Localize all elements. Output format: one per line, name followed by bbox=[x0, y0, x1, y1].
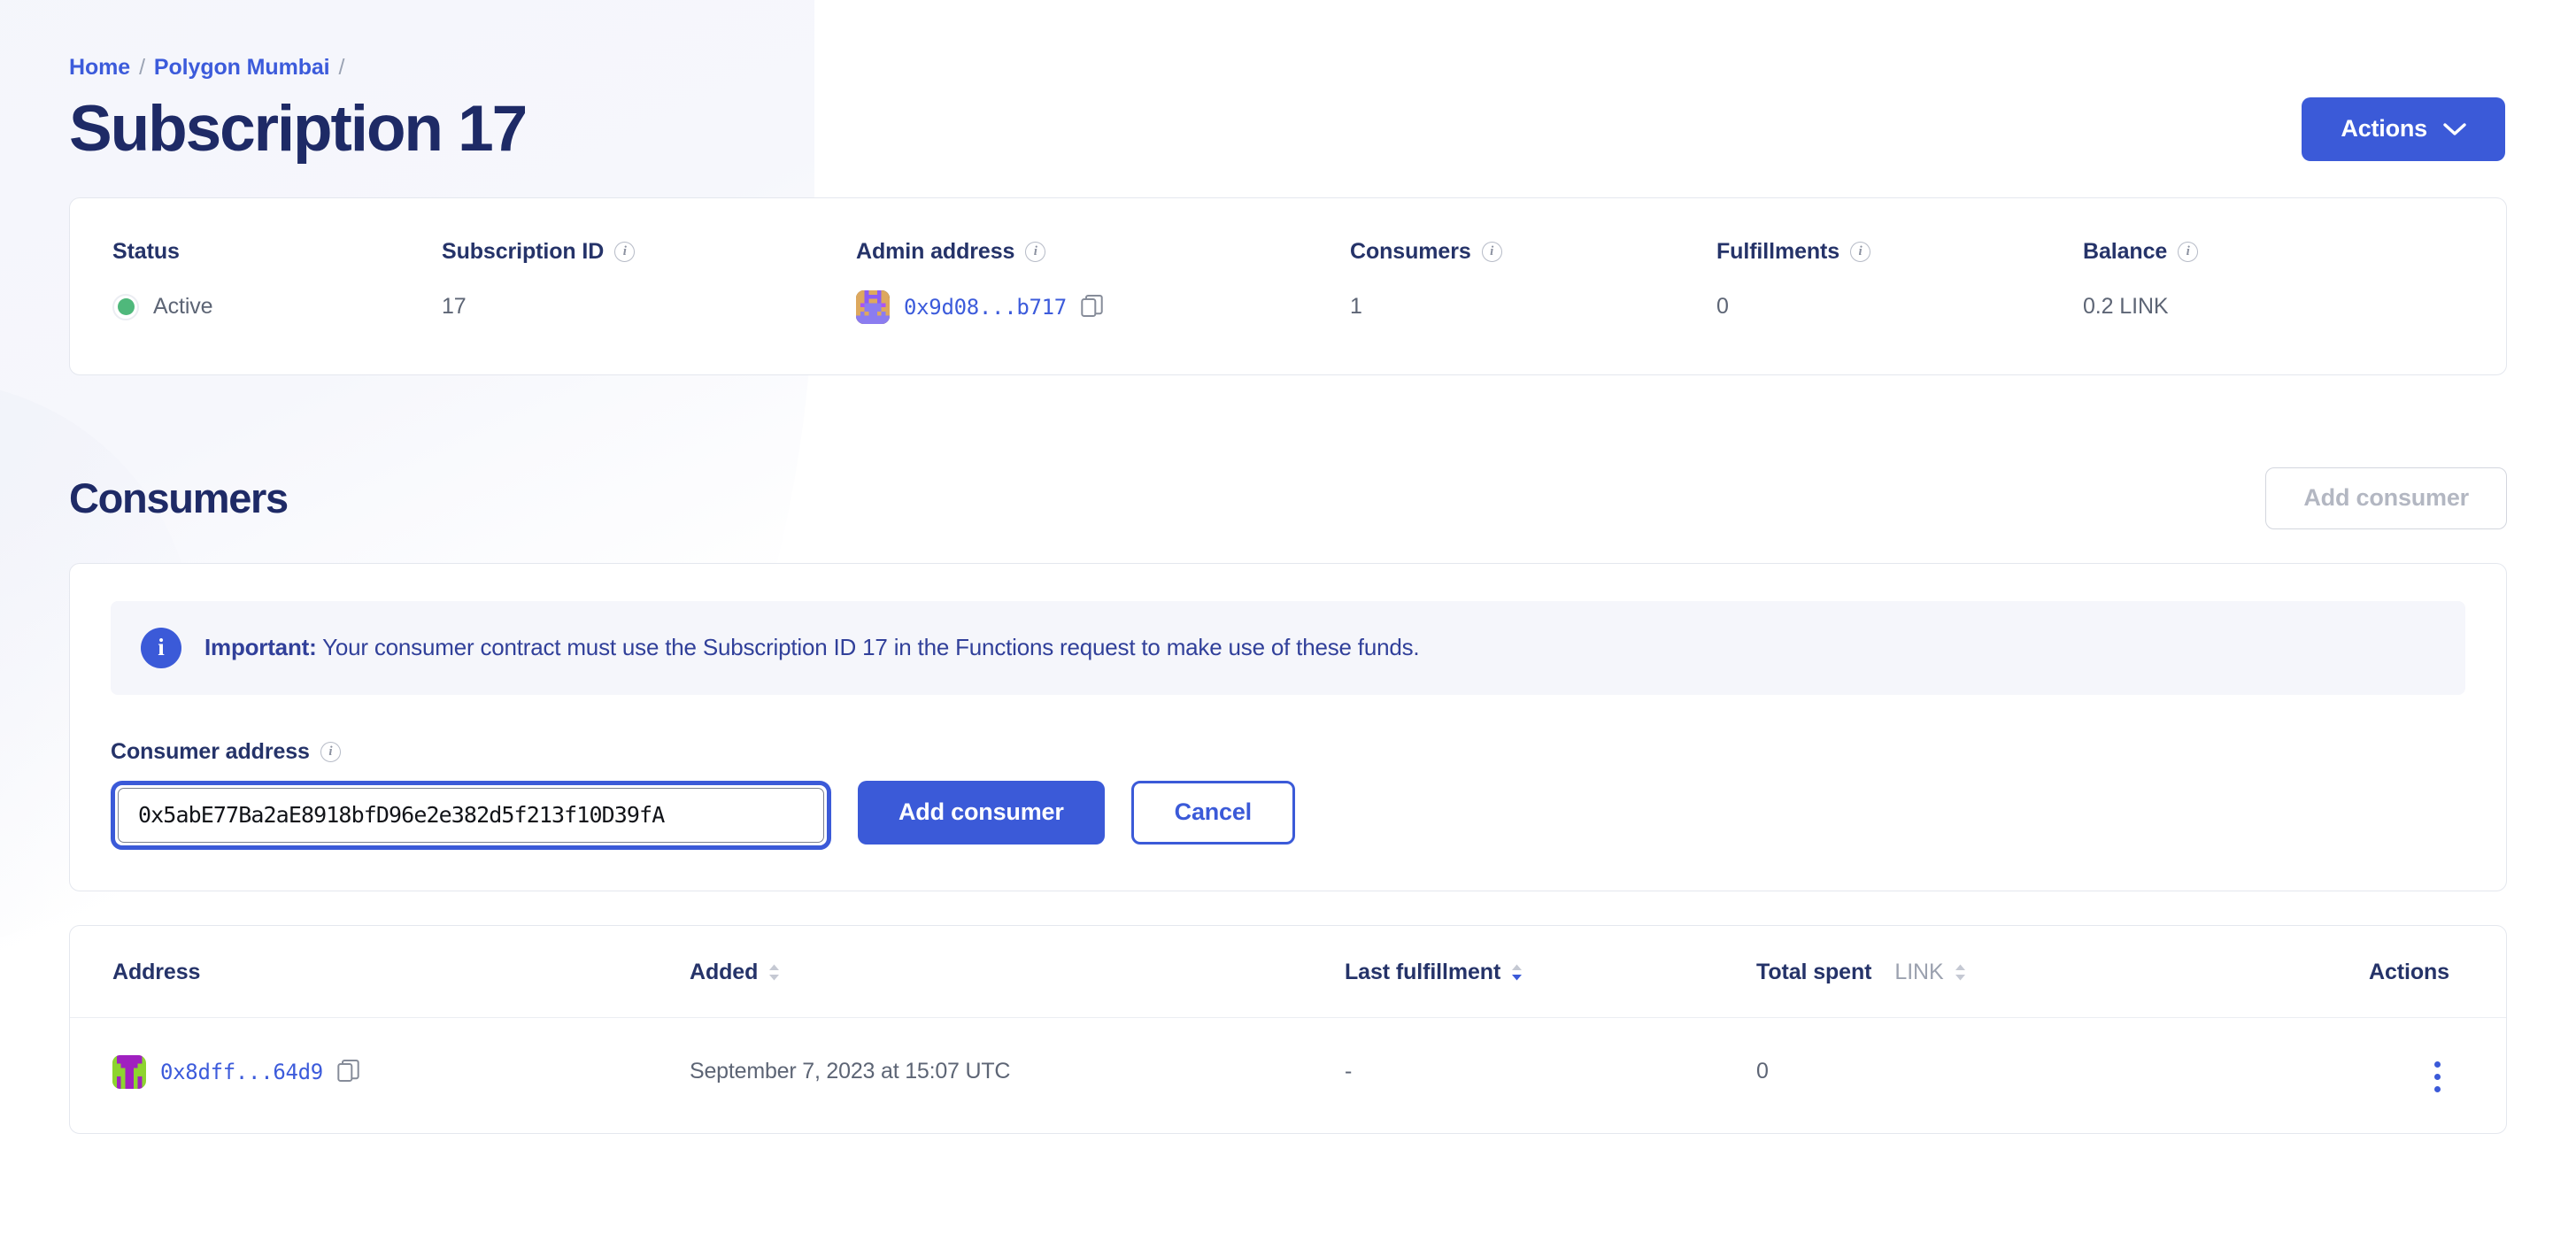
consumers-table: Address Added bbox=[70, 926, 2506, 1133]
summary-field-admin-address: Admin address i bbox=[856, 239, 1350, 327]
page-title: Subscription 17 bbox=[69, 93, 528, 165]
sort-icon-added[interactable] bbox=[768, 964, 780, 981]
consumer-address-input[interactable] bbox=[118, 787, 824, 843]
chevron-down-icon bbox=[2443, 122, 2466, 136]
column-header-label: Address bbox=[112, 959, 201, 984]
admin-address-value: 0x9d08...b717 bbox=[856, 288, 1350, 327]
cell-actions bbox=[2209, 1016, 2506, 1133]
identicon-admin bbox=[856, 289, 890, 324]
column-header-unit: LINK bbox=[1894, 959, 1944, 984]
sort-icon-last-fulfillment[interactable] bbox=[1511, 964, 1523, 981]
status-badge: Active bbox=[112, 288, 442, 327]
status-dot-icon bbox=[112, 293, 139, 320]
summary-field-subscription-id: Subscription ID i 17 bbox=[442, 239, 856, 327]
table-header: Address Added bbox=[70, 926, 2506, 1018]
summary-field-fulfillments: Fulfillments i 0 bbox=[1716, 239, 2083, 327]
cancel-button[interactable]: Cancel bbox=[1130, 780, 1295, 845]
info-icon[interactable]: i bbox=[1025, 241, 1046, 262]
column-header-label: Last fulfillment bbox=[1345, 959, 1501, 984]
section-title-consumers: Consumers bbox=[69, 474, 289, 522]
balance-value: 0.2 LINK bbox=[2083, 294, 2169, 320]
cell-total-spent: 0 bbox=[1756, 1016, 2210, 1133]
column-header-total-spent[interactable]: Total spent LINK bbox=[1756, 926, 2210, 1018]
column-header-last-fulfillment[interactable]: Last fulfillment bbox=[1345, 926, 1756, 1018]
add-consumer-submit-button[interactable]: Add consumer bbox=[858, 780, 1105, 845]
consumers-section-header: Consumers Add consumer bbox=[69, 467, 2507, 529]
notice-bold-text: Important: bbox=[204, 634, 317, 661]
summary-label-text: Subscription ID bbox=[442, 238, 605, 264]
column-header-label: Total spent bbox=[1756, 959, 1872, 984]
summary-label-status: Status bbox=[112, 238, 180, 264]
consumer-address-label: Consumer address i bbox=[111, 739, 2465, 765]
info-icon[interactable]: i bbox=[614, 241, 636, 262]
info-circle-icon: i bbox=[141, 627, 181, 668]
subscription-summary-card: Status Active Subscription ID i 17 A bbox=[69, 197, 2507, 375]
consumer-address-input-wrapper bbox=[111, 780, 831, 850]
summary-label-fulfillments: Fulfillments i bbox=[1716, 239, 2083, 265]
breadcrumb: Home / Polygon Mumbai / bbox=[69, 0, 2507, 81]
summary-label-admin-address: Admin address i bbox=[856, 239, 1350, 265]
add-consumer-form-card: i Important: Your consumer contract must… bbox=[69, 562, 2507, 891]
table-header-row: Address Added bbox=[70, 926, 2506, 1018]
identicon-consumer bbox=[112, 1054, 146, 1089]
consumers-table-card: Address Added bbox=[69, 924, 2507, 1134]
breadcrumb-item-network[interactable]: Polygon Mumbai bbox=[153, 55, 330, 80]
summary-label-balance: Balance i bbox=[2083, 239, 2464, 265]
breadcrumb-separator: / bbox=[338, 55, 345, 80]
consumer-address-label-text: Consumer address bbox=[111, 738, 310, 764]
summary-field-status: Status Active bbox=[112, 239, 442, 327]
summary-label-text: Balance bbox=[2083, 238, 2168, 264]
add-consumer-button-top[interactable]: Add consumer bbox=[2265, 467, 2507, 529]
sort-icon-total-spent[interactable] bbox=[1955, 964, 1966, 981]
consumers-count-value: 1 bbox=[1350, 294, 1362, 320]
table-body: 0x8dff...64d9 September 7, 2023 at 15:07… bbox=[70, 1016, 2506, 1133]
breadcrumb-separator: / bbox=[139, 55, 145, 80]
copy-icon[interactable] bbox=[337, 1059, 360, 1084]
column-header-label: Actions bbox=[2369, 959, 2449, 984]
summary-field-consumers: Consumers i 1 bbox=[1350, 239, 1716, 327]
actions-button[interactable]: Actions bbox=[2302, 96, 2505, 161]
summary-label-consumers: Consumers i bbox=[1350, 239, 1716, 265]
info-icon[interactable]: i bbox=[1481, 241, 1502, 262]
summary-label-text: Fulfillments bbox=[1716, 238, 1840, 264]
important-notice-banner: i Important: Your consumer contract must… bbox=[111, 600, 2465, 695]
status-value: Active bbox=[153, 294, 213, 320]
column-header-address: Address bbox=[70, 926, 690, 1018]
cell-address: 0x8dff...64d9 bbox=[70, 1016, 690, 1133]
actions-button-label: Actions bbox=[2341, 115, 2427, 143]
subscription-id-value: 17 bbox=[442, 294, 467, 320]
summary-label-text: Admin address bbox=[856, 238, 1015, 264]
cell-last-fulfillment: - bbox=[1345, 1016, 1756, 1133]
consumer-address-link[interactable]: 0x8dff...64d9 bbox=[160, 1059, 323, 1084]
cell-added: September 7, 2023 at 15:07 UTC bbox=[690, 1016, 1345, 1133]
info-icon[interactable]: i bbox=[320, 741, 341, 762]
breadcrumb-item-home[interactable]: Home bbox=[69, 55, 131, 80]
fulfillments-count-value: 0 bbox=[1716, 294, 1729, 320]
table-row[interactable]: 0x8dff...64d9 September 7, 2023 at 15:07… bbox=[70, 1016, 2506, 1133]
info-icon[interactable]: i bbox=[1850, 241, 1871, 262]
summary-label-subscription-id: Subscription ID i bbox=[442, 239, 856, 265]
admin-address-link[interactable]: 0x9d08...b717 bbox=[904, 294, 1067, 320]
column-header-added[interactable]: Added bbox=[690, 926, 1345, 1018]
consumer-address-form-row: Add consumer Cancel bbox=[111, 780, 2465, 850]
info-icon[interactable]: i bbox=[2178, 241, 2199, 262]
notice-text: Important: Your consumer contract must u… bbox=[204, 634, 1420, 661]
copy-icon[interactable] bbox=[1081, 294, 1104, 320]
column-header-actions: Actions bbox=[2210, 926, 2506, 1018]
column-header-label: Added bbox=[690, 959, 759, 984]
summary-field-balance: Balance i 0.2 LINK bbox=[2083, 239, 2464, 327]
notice-body-text: Your consumer contract must use the Subs… bbox=[316, 634, 1420, 661]
kebab-menu-icon[interactable] bbox=[2426, 1058, 2449, 1096]
page-header: Subscription 17 Actions bbox=[69, 93, 2507, 166]
summary-label-text: Consumers bbox=[1350, 238, 1471, 264]
